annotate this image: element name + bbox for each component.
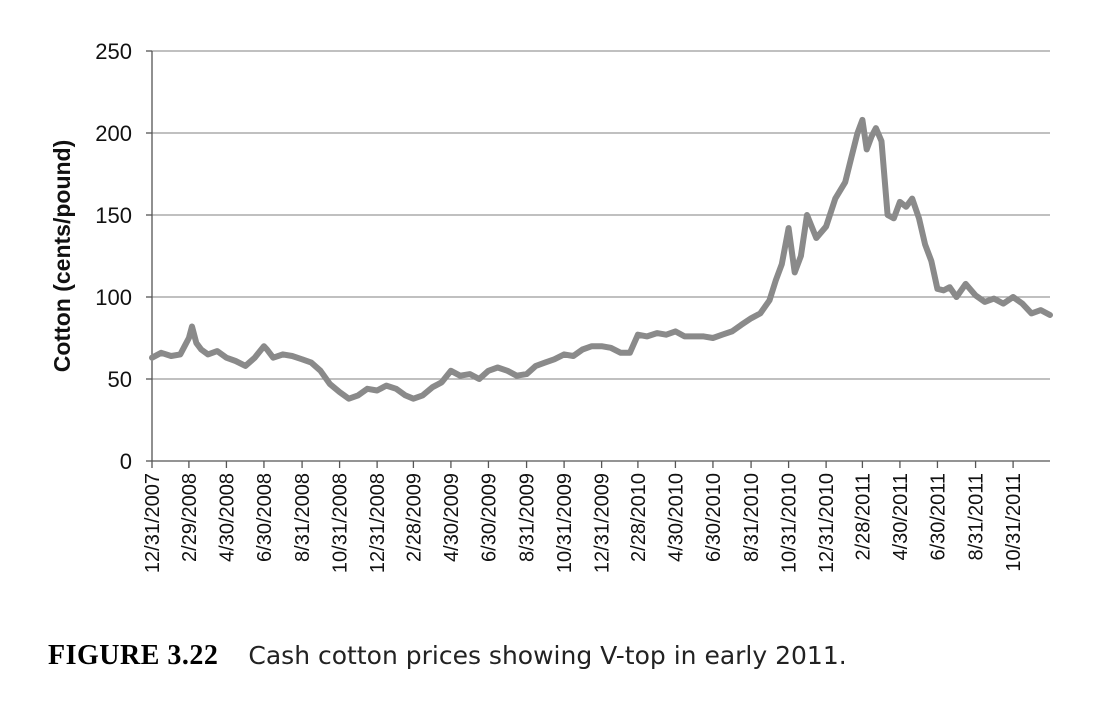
axes [151, 51, 1050, 462]
x-tick-label: 4/30/2008 [216, 473, 238, 562]
x-tick-label: 8/31/2009 [517, 473, 539, 562]
x-axis-ticks: 12/31/2007 2/29/2008 4/30/2008 6/30/2008 8/3… [142, 461, 1025, 573]
x-tick-label: 4/30/2010 [665, 473, 687, 562]
y-tick-label: 200 [95, 121, 132, 146]
x-tick-label: 2/29/2008 [179, 473, 201, 562]
x-tick-label: 6/30/2010 [703, 473, 725, 562]
y-axis-ticks: 0 50 100 150 200 250 [95, 39, 152, 474]
gridlines [152, 50, 1050, 380]
figure-caption-text: Cash cotton prices showing V-top in earl… [248, 641, 847, 670]
x-tick-label: 6/30/2008 [254, 473, 276, 562]
y-tick-label: 50 [108, 367, 132, 392]
x-tick-label: 2/28/2009 [403, 473, 425, 562]
x-tick-label: 2/28/2011 [852, 473, 874, 561]
y-tick-label: 150 [95, 203, 132, 228]
x-tick-label: 8/31/2011 [966, 473, 988, 561]
x-tick-label: 12/31/2009 [592, 473, 614, 573]
x-tick-label: 12/31/2010 [816, 473, 838, 573]
x-tick-label: 10/31/2011 [1003, 473, 1025, 572]
x-tick-label: 6/30/2011 [927, 473, 949, 561]
figure-label: FIGURE 3.22 [48, 640, 219, 671]
y-tick-label: 0 [120, 449, 132, 474]
series-group [149, 116, 1053, 402]
series-line [149, 116, 1053, 402]
x-tick-label: 10/31/2008 [330, 473, 352, 573]
y-tick-label: 250 [95, 39, 132, 64]
figure-caption: FIGURE 3.22 Cash cotton prices showing V-… [48, 640, 847, 672]
x-tick-label: 8/31/2008 [292, 473, 314, 562]
x-tick-label: 12/31/2007 [142, 473, 164, 573]
x-tick-label: 8/31/2010 [741, 473, 763, 562]
x-tick-label: 4/30/2009 [441, 473, 463, 562]
x-tick-label: 2/28/2010 [628, 473, 650, 562]
y-axis-label: Cotton (cents/pound) [49, 140, 75, 373]
x-tick-label: 10/31/2010 [779, 473, 801, 573]
x-tick-label: 12/31/2008 [367, 473, 389, 573]
line-chart: 0 50 100 150 200 250 12/31/2007 2/29/2008 4/30/… [49, 39, 1053, 573]
x-tick-label: 10/31/2009 [554, 473, 576, 573]
x-tick-label: 6/30/2009 [478, 473, 500, 562]
y-tick-label: 100 [95, 285, 132, 310]
x-tick-label: 4/30/2011 [890, 473, 912, 561]
